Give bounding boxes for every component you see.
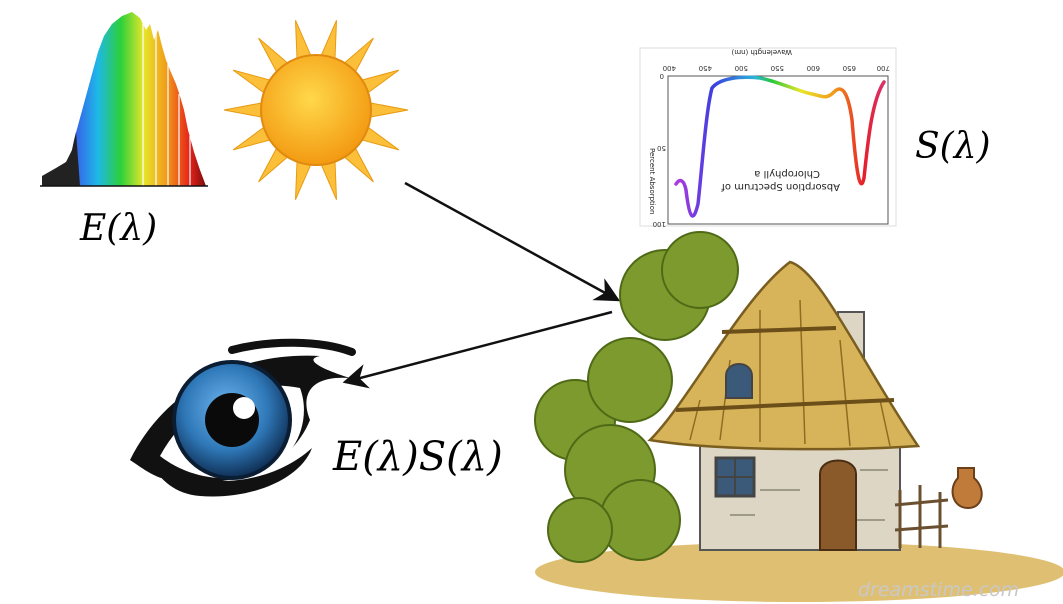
reflectance-label: S(λ) [915, 126, 991, 167]
observed-label: E(λ)S(λ) [332, 434, 503, 480]
x-axis-label: Wavelength (nm) [731, 48, 792, 56]
absorption-chart: 400 450 500 550 600 650 700 Wavelength (… [639, 47, 897, 228]
y-tick: 100 [653, 220, 666, 228]
x-tick: 400 [663, 64, 676, 72]
illuminant-label: E(λ) [79, 208, 157, 249]
sun-icon [223, 20, 409, 200]
reflected-light-arrow [342, 310, 613, 389]
incident-light-arrow [404, 181, 621, 302]
y-tick: 50 [657, 144, 666, 152]
eye-icon [130, 338, 356, 497]
x-tick: 450 [699, 64, 712, 72]
y-tick: 0 [660, 72, 664, 80]
x-tick: 650 [843, 64, 856, 72]
spectrum-icon [40, 12, 208, 187]
watermark: dreamstime.com [858, 579, 1019, 601]
chart-title-line-2: Chlorophyll a [754, 168, 820, 179]
cottage-icon [534, 231, 1063, 602]
x-tick: 500 [735, 64, 748, 72]
x-tick: 700 [877, 64, 890, 72]
x-tick: 600 [807, 64, 820, 72]
x-tick: 550 [771, 64, 784, 72]
y-axis-label: Percent Absorption [648, 148, 656, 214]
chart-title-line-1: Absorption Spectrum of [721, 181, 840, 192]
absorption-curve [674, 75, 886, 218]
x-tick-row: 400 450 500 550 600 650 700 [663, 64, 890, 72]
